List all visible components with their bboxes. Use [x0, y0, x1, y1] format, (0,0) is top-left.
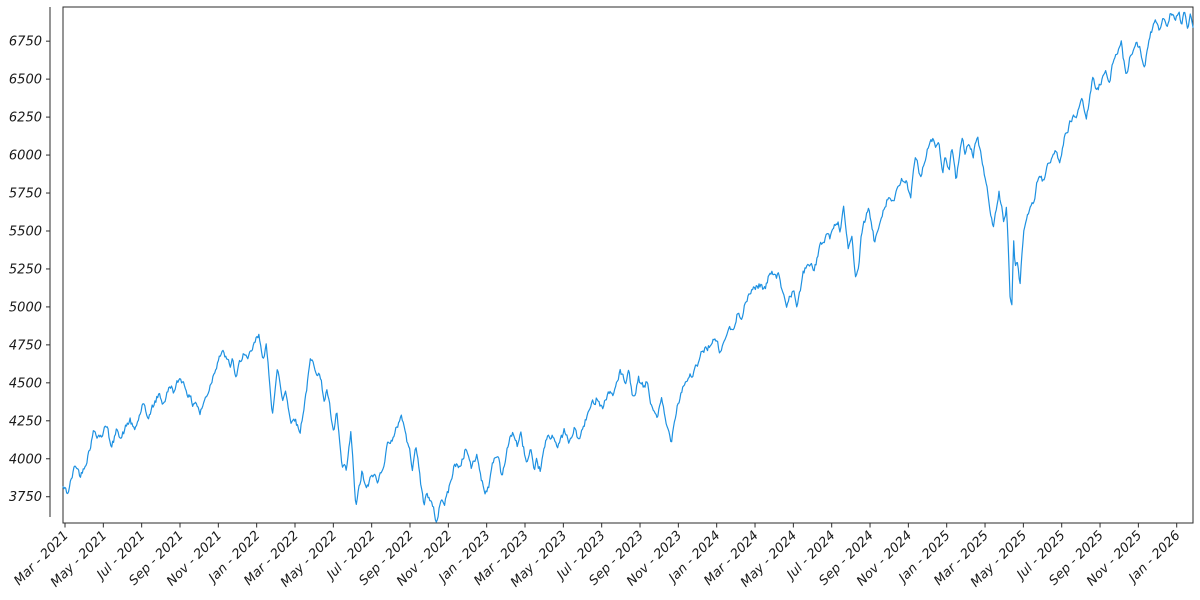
y-tick-label: 5250 — [9, 262, 42, 277]
price-line-series — [62, 11, 1194, 523]
y-tick-label: 4500 — [9, 376, 42, 391]
y-tick-label: 6750 — [9, 35, 42, 50]
y-tick-label: 6500 — [9, 73, 42, 88]
y-tick-label: 3750 — [9, 490, 42, 505]
plot-area-border — [62, 6, 1194, 524]
y-tick-label: 6000 — [9, 149, 42, 164]
y-tick-label: 5750 — [9, 187, 42, 202]
y-tick-label: 5000 — [9, 300, 42, 315]
y-tick-label: 6250 — [9, 111, 42, 126]
y-tick-label: 4750 — [9, 338, 42, 353]
y-tick-label: 5500 — [9, 224, 42, 239]
y-tick-label: 4250 — [9, 414, 42, 429]
y-tick-label: 4000 — [9, 452, 42, 467]
